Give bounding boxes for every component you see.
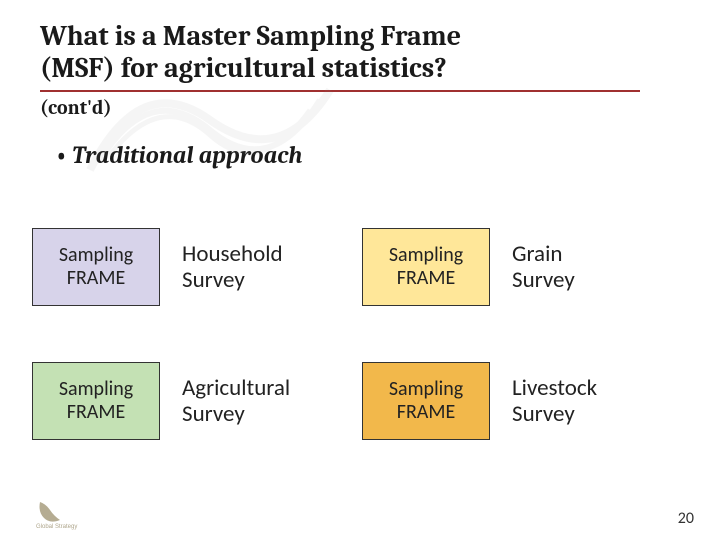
frame-box-4: Sampling FRAME <box>362 362 490 440</box>
frame-label-line2: FRAME <box>67 401 126 424</box>
diagram-grid: Sampling FRAME Household Survey Sampling… <box>32 225 688 443</box>
survey-3-line2: Survey <box>182 400 245 428</box>
survey-3-line1: Agricultural <box>182 374 290 402</box>
bullet-item: •Traditional approach <box>0 119 720 169</box>
frame-label-line2: FRAME <box>397 267 456 290</box>
slide-title: What is a Master Sampling Frame (MSF) fo… <box>0 0 720 86</box>
frame-label-line1: Sampling <box>389 378 463 401</box>
footer-logo: Global Strategy <box>34 496 94 530</box>
page-number: 20 <box>678 509 694 528</box>
frame-label-line2: FRAME <box>67 267 126 290</box>
bullet-dot: • <box>56 141 72 169</box>
frame-label-line1: Sampling <box>59 244 133 267</box>
title-line-1: What is a Master Sampling Frame <box>40 20 461 52</box>
survey-1-line2: Survey <box>182 266 245 294</box>
survey-2-line2: Survey <box>512 266 575 294</box>
survey-label-3: Agricultural Survey <box>178 375 344 428</box>
slide-subtitle: (cont'd) <box>0 92 720 119</box>
frame-label-line1: Sampling <box>389 244 463 267</box>
survey-label-2: Grain Survey <box>508 241 674 294</box>
survey-label-1: Household Survey <box>178 241 344 294</box>
footer-logo-text: Global Strategy <box>36 524 77 530</box>
frame-box-1: Sampling FRAME <box>32 228 160 306</box>
frame-box-2: Sampling FRAME <box>362 228 490 306</box>
survey-1-line1: Household <box>182 240 283 268</box>
survey-4-line1: Livestock <box>512 374 597 402</box>
survey-2-line1: Grain <box>512 240 562 268</box>
bullet-text: Traditional approach <box>72 141 302 169</box>
survey-label-4: Livestock Survey <box>508 375 674 428</box>
title-line-2: (MSF) for agricultural statistics? <box>40 52 447 84</box>
frame-box-3: Sampling FRAME <box>32 362 160 440</box>
survey-4-line2: Survey <box>512 400 575 428</box>
frame-label-line1: Sampling <box>59 378 133 401</box>
frame-label-line2: FRAME <box>397 401 456 424</box>
